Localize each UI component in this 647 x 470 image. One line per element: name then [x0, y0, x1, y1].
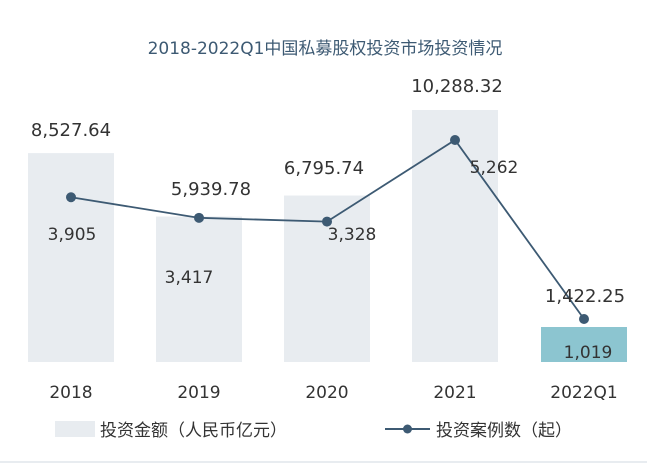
bars-layer [28, 110, 627, 362]
bar-2021 [412, 110, 498, 362]
x-axis-ticks: 2018 2019 2020 2021 2022Q1 [49, 383, 617, 403]
legend-line-label: 投资案例数（起） [436, 421, 572, 441]
x-tick-label: 2019 [177, 383, 220, 403]
line-value-label: 3,905 [48, 225, 97, 245]
legend-line-marker [403, 424, 412, 434]
line-point-2019 [194, 212, 204, 223]
line-point-2022Q1 [579, 314, 589, 324]
bar-2022Q1 [541, 327, 627, 362]
line-value-label: 1,019 [564, 343, 613, 363]
bar-value-label: 10,288.32 [411, 76, 503, 97]
line-point-2018 [66, 192, 76, 203]
bar-value-label: 6,795.74 [284, 158, 364, 179]
legend-bar-label: 投资金额（人民币亿元） [100, 421, 287, 441]
line-value-label: 5,262 [470, 158, 519, 178]
line-layer [66, 135, 589, 324]
bar-value-label: 5,939.78 [171, 179, 251, 200]
x-tick-label: 2018 [49, 383, 92, 403]
legend-bar-swatch [55, 421, 95, 437]
bar-2018 [28, 153, 114, 362]
x-tick-label: 2020 [305, 383, 348, 403]
labels-layer: 8,527.64 5,939.78 6,795.74 10,288.32 1,422.2… [31, 76, 625, 363]
line-value-label: 3,417 [165, 268, 214, 288]
bar-2019 [156, 216, 242, 362]
legend: 投资金额（人民币亿元） 投资案例数（起） [55, 421, 572, 441]
chart-title: 2018-2022Q1中国私募股权投资市场投资情况 [148, 39, 503, 59]
line-point-2021 [450, 135, 460, 145]
line-value-label: 3,328 [328, 225, 377, 245]
bar-value-label: 1,422.25 [545, 286, 625, 307]
x-tick-label: 2021 [433, 383, 476, 403]
x-tick-label: 2022Q1 [550, 383, 617, 403]
line-point-2020 [322, 216, 332, 227]
bar-value-label: 8,527.64 [31, 120, 111, 141]
